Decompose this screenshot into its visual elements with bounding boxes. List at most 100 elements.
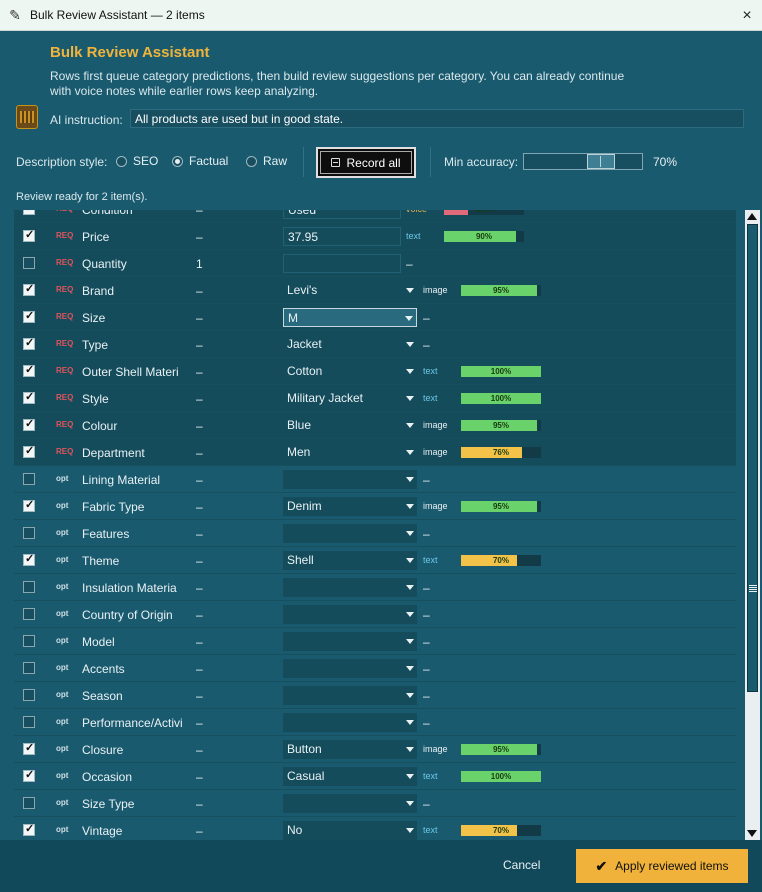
chevron-down-icon[interactable]: [406, 801, 414, 806]
row-checkbox[interactable]: [23, 228, 35, 242]
chevron-down-icon[interactable]: [405, 316, 413, 321]
suggestion-input[interactable]: 37.95: [283, 227, 401, 246]
slider-thumb[interactable]: [587, 154, 615, 169]
row-checkbox[interactable]: [23, 635, 35, 647]
row-checkbox[interactable]: [23, 390, 35, 404]
row-checkbox[interactable]: [23, 473, 35, 485]
chevron-down-icon[interactable]: [406, 369, 414, 374]
ai-instruction-input[interactable]: All products are used but in good state.: [130, 109, 744, 128]
row-checkbox[interactable]: [23, 741, 35, 755]
chevron-down-icon[interactable]: [406, 450, 414, 455]
required-tag: REQ: [56, 447, 74, 456]
chevron-down-icon[interactable]: [406, 504, 414, 509]
row-checkbox[interactable]: [23, 417, 35, 431]
suggestion-dropdown[interactable]: Button: [283, 740, 417, 759]
chevron-down-icon[interactable]: [406, 693, 414, 698]
check-icon: ✔: [595, 857, 608, 874]
chevron-down-icon[interactable]: [406, 396, 414, 401]
optional-tag: opt: [56, 609, 69, 618]
dropdown-value: Shell: [287, 553, 314, 567]
row-checkbox[interactable]: [23, 309, 35, 323]
suggestion-dropdown[interactable]: No: [283, 821, 417, 840]
style-radio-seo[interactable]: SEO: [116, 154, 158, 168]
suggestion-dropdown[interactable]: [283, 524, 417, 543]
suggestion-dropdown[interactable]: [283, 605, 417, 624]
suggestion-dropdown[interactable]: Casual: [283, 767, 417, 786]
dropdown-value: Casual: [287, 769, 325, 783]
description-style-row: Description style: SEO Factual Raw Recor…: [16, 147, 756, 178]
field-name: Department: [82, 446, 145, 460]
optional-tag: opt: [56, 825, 69, 834]
row-checkbox[interactable]: [23, 527, 35, 539]
row-checkbox[interactable]: [23, 363, 35, 377]
feather-icon: ✎: [9, 6, 21, 23]
chevron-down-icon[interactable]: [406, 612, 414, 617]
suggestion-dropdown[interactable]: M: [283, 308, 417, 327]
confidence-percent: 76%: [492, 448, 509, 457]
suggestion-dropdown[interactable]: Denim: [283, 497, 417, 516]
suggestion-dropdown[interactable]: Military Jacket: [283, 389, 417, 408]
chevron-down-icon[interactable]: [406, 639, 414, 644]
suggestion-dropdown[interactable]: [283, 632, 417, 651]
row-checkbox[interactable]: [23, 822, 35, 836]
chevron-down-icon[interactable]: [406, 531, 414, 536]
chevron-down-icon[interactable]: [406, 747, 414, 752]
suggestion-dropdown[interactable]: [283, 794, 417, 813]
scroll-up-icon[interactable]: [747, 213, 757, 220]
row-checkbox[interactable]: [23, 768, 35, 782]
row-checkbox[interactable]: [23, 336, 35, 350]
suggestion-dropdown[interactable]: [283, 470, 417, 489]
chevron-down-icon[interactable]: [406, 288, 414, 293]
source-label: voice: [406, 210, 427, 214]
confidence-bar: 100%: [461, 393, 541, 404]
row-checkbox[interactable]: [23, 716, 35, 728]
scrollbar-thumb[interactable]: [747, 224, 758, 692]
style-radio-raw[interactable]: Raw: [246, 154, 287, 168]
apply-reviewed-button[interactable]: ✔ Apply reviewed items: [576, 849, 748, 883]
close-icon[interactable]: ×: [742, 6, 752, 24]
row-checkbox[interactable]: [23, 498, 35, 512]
style-radio-factual[interactable]: Factual: [172, 154, 228, 168]
suggestion-dropdown[interactable]: [283, 713, 417, 732]
chevron-down-icon[interactable]: [406, 720, 414, 725]
scroll-down-icon[interactable]: [747, 830, 757, 837]
suggestion-dropdown[interactable]: [283, 686, 417, 705]
row-checkbox[interactable]: [23, 581, 35, 593]
suggestion-dropdown[interactable]: Cotton: [283, 362, 417, 381]
chevron-down-icon[interactable]: [406, 666, 414, 671]
field-row: REQ Colour – Blue image 95%: [14, 412, 736, 439]
chevron-down-icon[interactable]: [406, 558, 414, 563]
row-checkbox[interactable]: [23, 282, 35, 296]
suggestion-dropdown[interactable]: Men: [283, 443, 417, 462]
row-checkbox[interactable]: [23, 552, 35, 566]
suggestion-input[interactable]: [283, 254, 401, 273]
chevron-down-icon[interactable]: [406, 423, 414, 428]
suggestion-dropdown[interactable]: Blue: [283, 416, 417, 435]
confidence-fill: [461, 555, 517, 566]
suggestion-dropdown[interactable]: Levi's: [283, 281, 417, 300]
suggestion-input[interactable]: Used: [283, 210, 401, 219]
suggestion-dropdown[interactable]: Jacket: [283, 335, 417, 354]
suggestion-dropdown[interactable]: [283, 659, 417, 678]
cancel-button[interactable]: Cancel: [503, 858, 541, 872]
row-checkbox[interactable]: [23, 444, 35, 458]
suggestion-dropdown[interactable]: Shell: [283, 551, 417, 570]
vertical-scrollbar[interactable]: [745, 210, 760, 840]
row-checkbox[interactable]: [23, 689, 35, 701]
row-checkbox[interactable]: [23, 210, 35, 215]
chevron-down-icon[interactable]: [406, 774, 414, 779]
chevron-down-icon[interactable]: [406, 585, 414, 590]
row-checkbox[interactable]: [23, 797, 35, 809]
record-all-button[interactable]: Record all: [316, 147, 416, 178]
row-checkbox[interactable]: [23, 662, 35, 674]
chevron-down-icon[interactable]: [406, 477, 414, 482]
description-style-label: Description style:: [16, 155, 108, 169]
current-value: –: [196, 473, 203, 487]
chevron-down-icon[interactable]: [406, 342, 414, 347]
row-checkbox[interactable]: [23, 608, 35, 620]
min-accuracy-slider[interactable]: [523, 153, 643, 170]
chevron-down-icon[interactable]: [406, 828, 414, 833]
row-checkbox[interactable]: [23, 257, 35, 269]
suggestion-dropdown[interactable]: [283, 578, 417, 597]
radio-label: Raw: [263, 154, 288, 168]
